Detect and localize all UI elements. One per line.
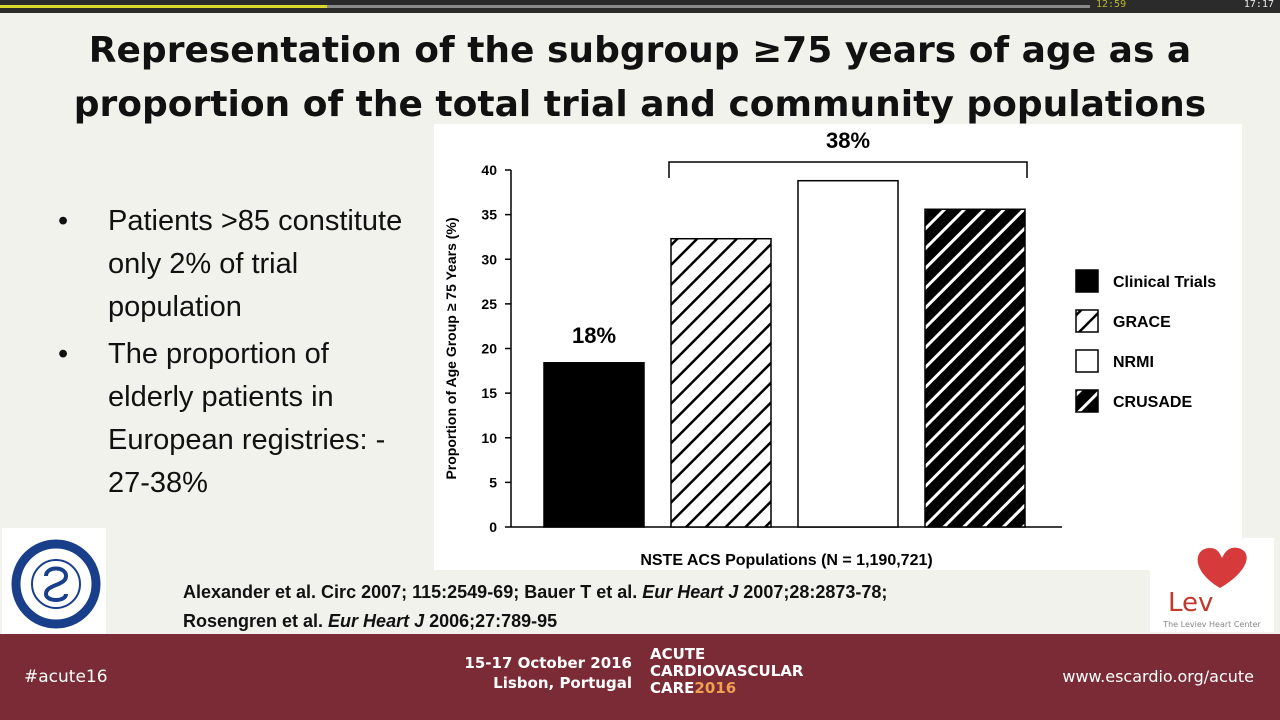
elapsed-time: 12:59 — [1096, 0, 1127, 10]
chart-bars — [543, 179, 1026, 528]
leviev-logo — [1150, 538, 1274, 632]
slide-title-line2: proportion of the total trial and commun… — [73, 84, 1207, 125]
y-tick-label: 30 — [481, 251, 497, 267]
video-progress-bar[interactable]: 12:59 17:17 — [0, 0, 1280, 13]
chart-annotations: 18% 38% — [572, 128, 1028, 348]
reference-line-1: Alexander et al. Circ 2007; 115:2549-69;… — [183, 582, 888, 602]
y-tick-label: 40 — [481, 162, 497, 178]
y-tick-label: 15 — [481, 385, 497, 401]
event-dates: 15-17 October 2016 Lisbon, Portugal — [464, 654, 632, 692]
bar-nrmi — [797, 179, 899, 528]
heart-icon — [1197, 547, 1247, 588]
footer-bar: #acute16 15-17 October 2016 Lisbon, Port… — [0, 634, 1280, 720]
legend-swatch — [1075, 349, 1099, 373]
bar-clinical-trials — [543, 362, 645, 528]
legend-label: NRMI — [1113, 354, 1154, 371]
references: Alexander et al. Circ 2007; 115:2549-69;… — [183, 578, 1143, 636]
annotation-bracket — [668, 161, 1028, 178]
leviev-logo-text: Lev — [1168, 588, 1214, 618]
legend-swatch — [1075, 269, 1099, 293]
progress-fill — [0, 5, 327, 8]
y-tick-label: 5 — [489, 474, 497, 490]
slide-title-line1: Representation of the subgroup ≥75 years… — [88, 30, 1192, 71]
legend-swatch — [1075, 309, 1099, 333]
website-link[interactable]: www.escardio.org/acute — [1062, 667, 1254, 686]
annotation-38-percent: 38% — [826, 128, 870, 153]
annotation-18-percent: 18% — [572, 323, 616, 348]
y-axis-label: Proportion of Age Group ≥ 75 Years (%) — [443, 217, 459, 479]
legend-label: GRACE — [1113, 314, 1171, 331]
y-tick-label: 35 — [481, 207, 497, 223]
reference-line-2: Rosengren et al. Eur Heart J 2006;27:789… — [183, 611, 558, 631]
legend-label: Clinical Trials — [1113, 274, 1216, 291]
slide-title: Representation of the subgroup ≥75 years… — [20, 24, 1260, 132]
y-tick-label: 20 — [481, 341, 497, 357]
y-tick-label: 0 — [489, 519, 497, 535]
bar-grace — [670, 237, 772, 528]
bullet-item: Patients >85 constitute only 2% of trial… — [58, 200, 418, 329]
total-time: 17:17 — [1243, 0, 1274, 10]
progress-track[interactable] — [0, 5, 1090, 8]
bullet-item: The proportion of elderly patients in Eu… — [58, 333, 418, 505]
bullet-list: Patients >85 constitute only 2% of trial… — [58, 200, 418, 509]
sheba-logo-icon — [11, 539, 101, 629]
event-name: ACUTE CARDIOVASCULAR CARE2016 — [650, 645, 804, 697]
chart-panel: 0 5 10 15 20 25 30 35 40 Proportion of Age Group … — [434, 124, 1242, 570]
bar-chart: 0 5 10 15 20 25 30 35 40 Proportion of Age Group … — [443, 128, 1216, 569]
hashtag: #acute16 — [24, 667, 108, 687]
leviev-logo-subtitle: The Leviev Heart Center — [1163, 620, 1261, 629]
chart-legend: Clinical Trials GRACE NRMI CRUSADE — [1075, 269, 1216, 413]
y-tick-label: 25 — [481, 296, 497, 312]
bar-crusade — [924, 208, 1026, 528]
legend-swatch — [1075, 389, 1099, 413]
legend-label: CRUSADE — [1113, 394, 1192, 411]
x-axis-label: NSTE ACS Populations (N = 1,190,721) — [640, 552, 932, 569]
sheba-logo — [2, 528, 106, 634]
y-tick-label: 10 — [481, 430, 497, 446]
